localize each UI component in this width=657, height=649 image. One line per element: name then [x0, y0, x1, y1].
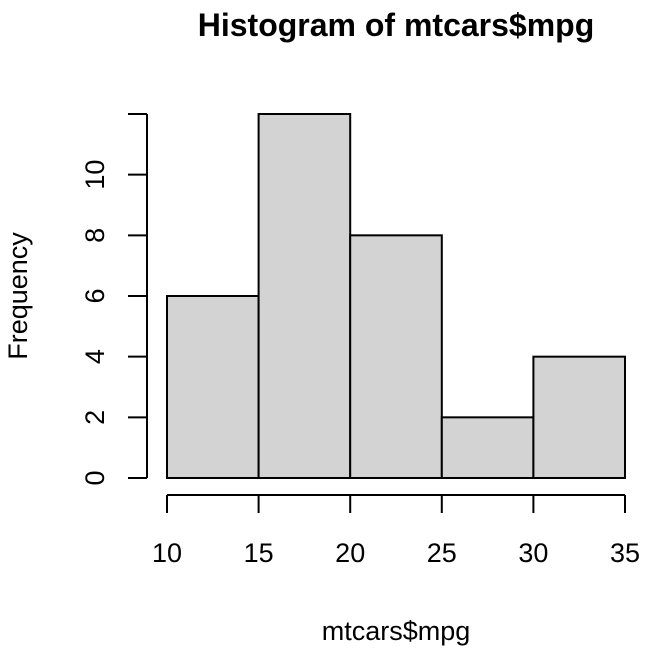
y-tick-label-6: 6: [80, 288, 110, 303]
x-tick-label-15: 15: [244, 538, 274, 568]
x-tick-label-25: 25: [427, 538, 457, 568]
x-tick-label-30: 30: [518, 538, 548, 568]
histogram-bar-15-20: [257, 113, 352, 479]
histogram-bar-10-15: [166, 295, 260, 479]
y-tick-label-8: 8: [80, 228, 110, 243]
chart-title: Histogram of mtcars$mpg: [198, 7, 595, 43]
y-axis-label: Frequency: [3, 232, 33, 360]
y-axis: 0 2 4 6 8 10: [80, 113, 148, 486]
bars-group: [166, 113, 627, 480]
y-tick-label-10: 10: [80, 160, 110, 190]
y-tick-label-0: 0: [80, 470, 110, 485]
histogram-bar-20-25: [349, 234, 443, 479]
x-tick-label-10: 10: [152, 538, 182, 568]
x-axis: 10 15 20 25 30 35: [152, 494, 640, 568]
x-tick-label-35: 35: [610, 538, 640, 568]
y-tick-label-2: 2: [80, 410, 110, 425]
histogram-bar-25-30: [440, 416, 535, 480]
histogram-bar-30-35: [532, 355, 627, 479]
x-tick-label-20: 20: [335, 538, 365, 568]
y-tick-label-4: 4: [80, 349, 110, 364]
x-axis-label: mtcars$mpg: [322, 616, 471, 646]
